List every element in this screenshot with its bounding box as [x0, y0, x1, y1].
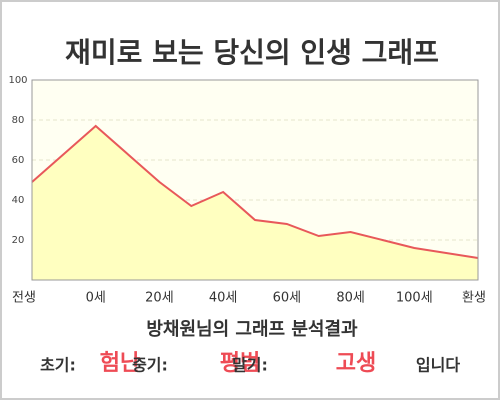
summary-value: 고생 — [336, 351, 376, 376]
plot-border — [31, 79, 479, 281]
x-tick-label: 전생 — [12, 291, 36, 306]
x-tick-label: 80세 — [336, 291, 365, 306]
summary-value: 험난 — [100, 350, 140, 376]
x-tick-label: 40세 — [209, 291, 238, 306]
line — [31, 124, 479, 259]
x-tick-label: 환생 — [462, 291, 486, 306]
y-tick-label: 60 — [12, 155, 25, 166]
summary-label: 말기: — [232, 356, 268, 375]
y-tick-label: 20 — [12, 235, 25, 246]
x-tick-label: 60세 — [273, 291, 302, 306]
summary-label: 중기: — [132, 356, 168, 375]
x-tick-label: 100세 — [396, 291, 433, 306]
summary-value: 평범 — [220, 351, 260, 376]
area-fill — [32, 126, 478, 280]
summary-label: 초기: — [40, 356, 76, 375]
y-tick-label: 80 — [12, 115, 25, 126]
x-tick-label: 20세 — [145, 291, 174, 306]
summary-heading: 방채원님의 그래프 분석결과 — [146, 319, 358, 340]
y-tick-label: 100 — [8, 75, 27, 86]
chart-title: 재미로 보는 당신의 인생 그래프 — [65, 36, 439, 69]
y-tick-label: 40 — [12, 195, 25, 206]
summary-ending: 입니다 — [416, 356, 460, 375]
x-tick-label: 0세 — [86, 291, 106, 306]
